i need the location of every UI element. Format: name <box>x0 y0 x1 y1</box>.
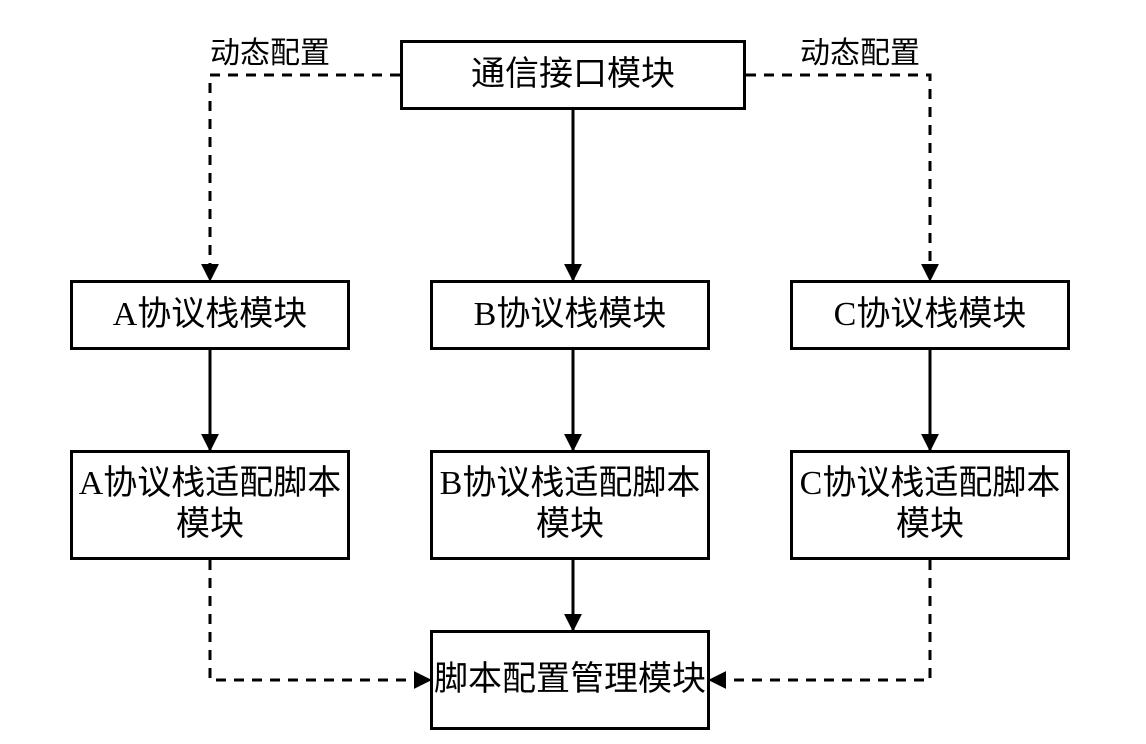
node-c-adapter: C协议栈适配脚本模块 <box>790 450 1070 560</box>
node-label: A协议栈模块 <box>113 295 308 336</box>
edge-c2-bottom <box>710 560 930 680</box>
node-comm-interface: 通信接口模块 <box>400 40 746 110</box>
node-label: A协议栈适配脚本模块 <box>73 464 347 546</box>
node-label: B协议栈模块 <box>474 295 667 336</box>
edge-label-right: 动态配置 <box>800 28 920 72</box>
diagram-canvas: 通信接口模块 A协议栈模块 B协议栈模块 C协议栈模块 A协议栈适配脚本模块 B… <box>0 0 1146 744</box>
node-b-protocol: B协议栈模块 <box>430 280 710 350</box>
label-text: 动态配置 <box>210 37 330 70</box>
node-script-config: 脚本配置管理模块 <box>430 630 710 730</box>
node-label: B协议栈适配脚本模块 <box>433 464 707 546</box>
node-label: 脚本配置管理模块 <box>434 660 706 701</box>
node-c-protocol: C协议栈模块 <box>790 280 1070 350</box>
edge-top-a1 <box>210 75 400 280</box>
label-text: 动态配置 <box>800 37 920 70</box>
edge-a2-bottom <box>210 560 430 680</box>
node-label: C协议栈模块 <box>834 295 1027 336</box>
edge-top-c1 <box>746 75 930 280</box>
node-label: 通信接口模块 <box>471 55 675 96</box>
node-a-adapter: A协议栈适配脚本模块 <box>70 450 350 560</box>
node-a-protocol: A协议栈模块 <box>70 280 350 350</box>
node-label: C协议栈适配脚本模块 <box>793 464 1067 546</box>
edge-label-left: 动态配置 <box>210 28 330 72</box>
node-b-adapter: B协议栈适配脚本模块 <box>430 450 710 560</box>
